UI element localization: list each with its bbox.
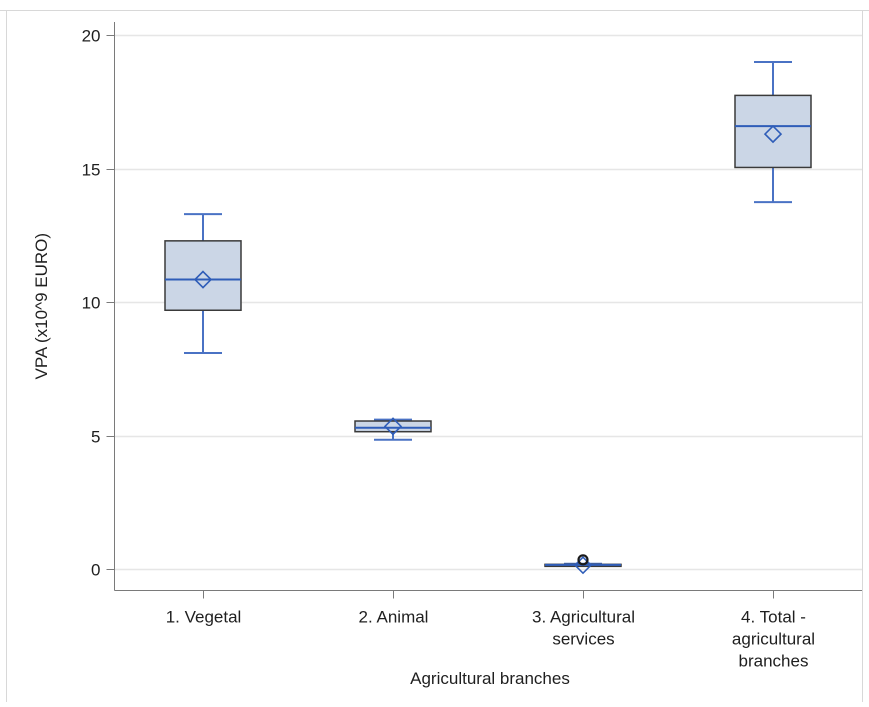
x-category-label-line: agricultural	[732, 630, 815, 649]
y-axis-title: VPA (x10^9 EURO)	[32, 233, 51, 380]
y-tick-label: 20	[82, 27, 101, 46]
x-category-label: 3. Agricultural services	[532, 608, 635, 649]
x-axis-title: Agricultural branches	[410, 669, 570, 688]
axes: 0 5 10 15 20 1. Vegetal 2. Animal 3. Agricultur…	[82, 22, 862, 671]
grid-lines	[114, 34, 862, 571]
y-tick-label: 10	[82, 294, 101, 313]
mean-marker	[573, 556, 593, 575]
y-tick-label: 0	[91, 561, 100, 580]
y-tick-label: 15	[82, 161, 101, 180]
box-marks	[164, 61, 812, 575]
x-category-label: 1. Vegetal	[166, 608, 242, 627]
x-category-label-line: branches	[739, 652, 809, 671]
mean-marker	[763, 124, 783, 144]
box-iqr	[164, 240, 242, 312]
x-category-label: 4. Total - agricultural branches	[732, 608, 815, 671]
y-tick-label: 5	[91, 428, 100, 447]
box-group	[734, 61, 812, 204]
mean-marker	[193, 270, 213, 289]
x-category-label-line: 1. Vegetal	[166, 608, 242, 627]
x-category-label-line: 4. Total -	[741, 608, 806, 627]
box-iqr	[734, 94, 812, 169]
box-iqr	[354, 420, 432, 433]
x-category-label-line: 2. Animal	[359, 608, 429, 627]
box-group	[354, 417, 432, 441]
outlier-point	[577, 554, 589, 566]
box-group	[164, 213, 242, 354]
box-group	[544, 554, 622, 575]
x-category-label-line: services	[552, 630, 614, 649]
x-category-label: 2. Animal	[359, 608, 429, 627]
mean-marker	[383, 417, 403, 436]
x-category-label-line: 3. Agricultural	[532, 608, 635, 627]
